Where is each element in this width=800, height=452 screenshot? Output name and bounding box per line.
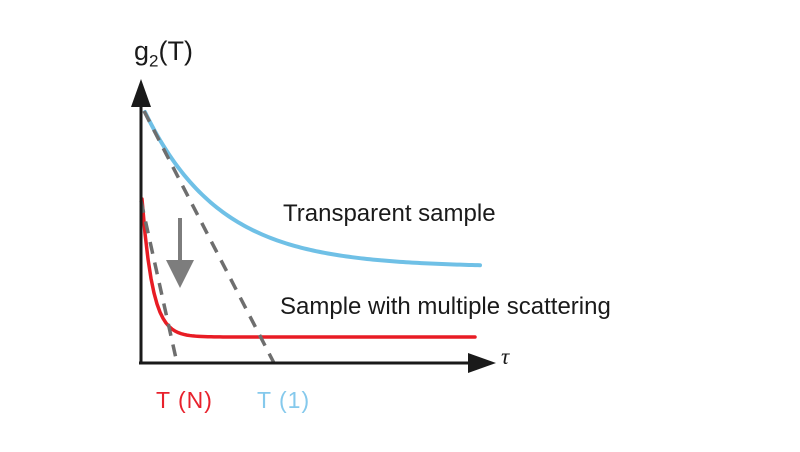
curve-multiple-scattering [140,197,477,339]
curve-transparent-sample [143,110,482,268]
x-axis-arrowhead [468,353,496,373]
y-axis-label-subscript: 2 [149,51,159,71]
label-transparent-sample: Transparent sample [283,200,496,227]
y-axis-label-symbol: g [134,36,150,66]
decay-shift-arrow-head [166,260,194,288]
label-multiple-scattering: Sample with multiple scattering [280,293,611,320]
y-axis-label: g2(T) [134,36,193,71]
tangent-line-tau-n [139,200,179,364]
y-axis-arrowhead [131,79,151,107]
tangent-line-tau-1 [142,110,276,364]
y-axis-label-argument: (T) [158,36,193,66]
x-axis-label: τ [501,344,510,369]
tick-label-tau-1: T (1) [257,387,311,413]
tick-label-tau-n: T (N) [156,387,213,413]
